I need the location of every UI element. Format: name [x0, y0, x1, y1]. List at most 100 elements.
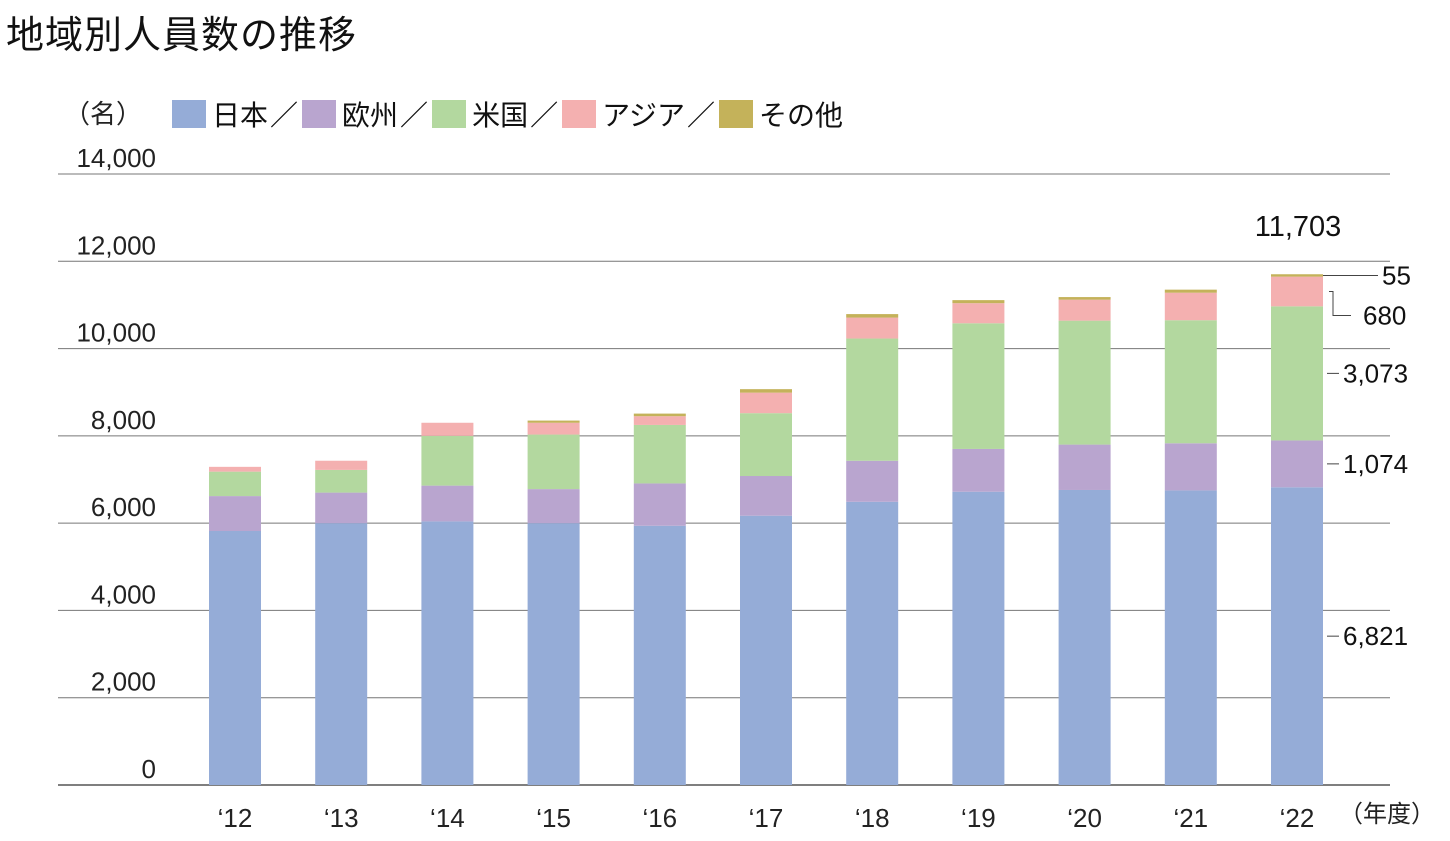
- legend-item: 米国／: [432, 94, 562, 134]
- legend-swatch: [302, 100, 337, 128]
- legend-label: 日本: [212, 99, 269, 132]
- bar-segment: [740, 515, 792, 785]
- annotation-label: 1,074: [1343, 449, 1408, 479]
- x-tick-label: ‘12: [218, 803, 253, 833]
- legend-label: 欧州: [342, 99, 399, 132]
- bar-segment: [527, 434, 580, 490]
- bar-segment: [209, 530, 261, 785]
- bar-segment: [209, 471, 261, 497]
- x-tick-label: ‘17: [749, 803, 784, 833]
- bar-segment: [315, 492, 368, 524]
- bar-segment: [1164, 443, 1217, 491]
- x-unit-label: （年度）: [1339, 801, 1435, 828]
- bar-segment: [1058, 297, 1111, 300]
- legend-label: 米国: [472, 99, 529, 132]
- annotation-label: 3,073: [1343, 358, 1408, 388]
- legend-swatch: [172, 100, 206, 128]
- y-tick-label: 6,000: [91, 492, 156, 522]
- legend-swatch: [432, 100, 467, 128]
- bar-segment: [633, 424, 686, 484]
- bar-segment: [1058, 320, 1111, 445]
- bar-segment: [421, 422, 474, 436]
- bar-segment: [421, 435, 474, 486]
- bar-segment: [633, 416, 686, 425]
- bar-segment: [633, 413, 686, 417]
- bar-segment: [527, 422, 580, 435]
- x-tick-label: ‘14: [430, 803, 465, 833]
- bar-segment: [952, 491, 1005, 785]
- y-unit-label: （名）: [64, 100, 143, 130]
- bar-segment: [740, 392, 792, 414]
- legend-item: アジア／: [562, 94, 719, 134]
- y-tick-label: 10,000: [76, 318, 156, 348]
- annotation-leader: [1329, 290, 1351, 316]
- bar-segment: [952, 448, 1005, 492]
- bar-segment: [527, 523, 580, 785]
- bar-segment: [1271, 440, 1323, 488]
- bar-segment: [952, 303, 1005, 324]
- bar-segment: [527, 420, 580, 423]
- bar-segment: [421, 521, 474, 785]
- legend-separator: ／: [400, 99, 429, 132]
- bar-segment: [846, 501, 899, 785]
- legend-label: その他: [759, 99, 844, 132]
- bar-segment: [315, 469, 368, 493]
- bar-segment: [846, 338, 899, 461]
- x-tick-label: ‘18: [855, 803, 890, 833]
- bar-segment: [633, 525, 686, 785]
- y-tick-label: 4,000: [91, 579, 156, 609]
- annotation-label: 680: [1363, 300, 1406, 330]
- total-label: 11,703: [1255, 211, 1342, 243]
- legend-item: 日本／: [172, 94, 302, 134]
- bar-segment: [740, 413, 792, 477]
- x-tick-label: ‘21: [1173, 803, 1208, 833]
- bar-segment: [740, 476, 792, 516]
- bar-segment: [209, 466, 261, 472]
- x-tick-label: ‘20: [1067, 803, 1102, 833]
- bar-segment: [846, 314, 899, 318]
- bar-segment: [1058, 444, 1111, 490]
- x-tick-label: ‘22: [1280, 803, 1315, 833]
- bar-segment: [1271, 276, 1323, 307]
- bar-segment: [952, 300, 1005, 304]
- legend-swatch: [562, 100, 597, 128]
- chart-title: 地域別人員数の推移: [6, 13, 358, 57]
- legend-label: アジア: [602, 99, 685, 132]
- y-tick-label: 0: [142, 754, 156, 784]
- bar-segment: [209, 496, 261, 531]
- y-tick-label: 2,000: [91, 667, 156, 697]
- annotation-label: 55: [1382, 260, 1411, 290]
- bar-segment: [1271, 274, 1323, 277]
- legend-separator: ／: [270, 99, 299, 132]
- bar-segment: [1058, 299, 1111, 321]
- bar-segment: [421, 485, 474, 522]
- legend-separator: ／: [530, 99, 559, 132]
- legend: 日本／欧州／米国／アジア／その他: [172, 94, 843, 134]
- bar-segment: [1164, 320, 1217, 444]
- bar-segment: [740, 389, 792, 393]
- y-tick-label: 12,000: [76, 230, 156, 260]
- bar-segment: [315, 460, 368, 470]
- y-tick-label: 14,000: [76, 143, 156, 173]
- legend-swatch: [719, 100, 753, 128]
- legend-item: 欧州／: [302, 94, 432, 134]
- bar-segment: [633, 483, 686, 526]
- bar-segment: [846, 317, 899, 339]
- legend-item: その他: [719, 94, 843, 134]
- bar-segment: [527, 489, 580, 524]
- legend-separator: ／: [686, 99, 715, 132]
- bar-segment: [1164, 289, 1217, 293]
- bar-segment: [315, 523, 368, 785]
- x-tick-label: ‘19: [961, 803, 996, 833]
- y-tick-label: 8,000: [91, 405, 156, 435]
- bar-segment: [1271, 306, 1323, 441]
- bar-segment: [1164, 490, 1217, 785]
- bar-segment: [952, 323, 1005, 449]
- bar-segment: [846, 460, 899, 502]
- x-tick-label: ‘13: [324, 803, 359, 833]
- annotation-label: 6,821: [1343, 621, 1408, 651]
- bar-segment: [1271, 487, 1323, 785]
- x-tick-label: ‘15: [536, 803, 571, 833]
- bar-segment: [1164, 292, 1217, 321]
